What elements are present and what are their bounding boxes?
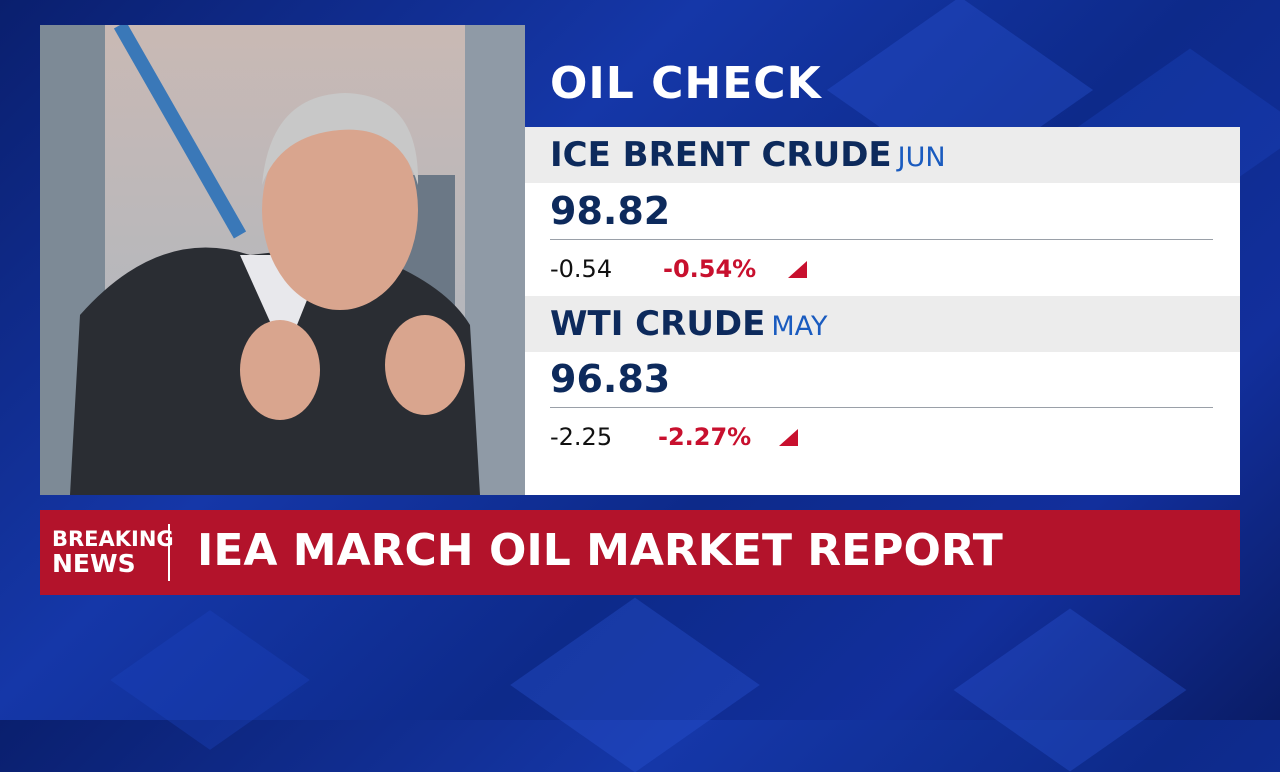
price: 98.82 <box>550 189 671 233</box>
panel-title: OIL CHECK <box>550 58 822 109</box>
contract-month: MAY <box>771 311 828 342</box>
hand <box>240 320 320 420</box>
instrument-header: ICE BRENT CRUDE JUN <box>525 127 1240 183</box>
down-indicator <box>779 429 798 446</box>
separator <box>168 524 170 581</box>
contract-month: JUN <box>897 142 946 173</box>
face <box>262 110 418 310</box>
breaking-label: BREAKING <box>52 527 174 551</box>
instrument-name: WTI CRUDE MAY <box>550 304 828 344</box>
headline: IEA MARCH OIL MARKET REPORT <box>197 525 1003 576</box>
background-cube <box>510 597 760 772</box>
bridge-cable <box>113 25 247 239</box>
change: -2.25 <box>550 423 613 451</box>
down-indicator <box>788 261 807 278</box>
divider <box>550 407 1213 408</box>
instrument-name: ICE BRENT CRUDE JUN <box>550 135 946 175</box>
breaking-news-bar: BREAKING NEWS IEA MARCH OIL MARKET REPOR… <box>40 510 1240 595</box>
instrument-name-text: ICE BRENT CRUDE <box>550 135 892 175</box>
background-cube <box>110 610 310 750</box>
news-label: NEWS <box>52 549 136 578</box>
price: 96.83 <box>550 357 671 401</box>
video-feed <box>40 25 525 495</box>
instrument-name-text: WTI CRUDE <box>550 304 766 344</box>
hand <box>385 315 465 415</box>
change-percent: -0.54% <box>663 255 757 283</box>
divider <box>550 239 1213 240</box>
change: -0.54 <box>550 255 613 283</box>
change-percent: -2.27% <box>658 423 752 451</box>
quote-box: ICE BRENT CRUDE JUN 98.82 -0.54 -0.54% WT… <box>525 127 1240 495</box>
hair <box>262 93 419 185</box>
instrument-header: WTI CRUDE MAY <box>525 296 1240 352</box>
background-cube <box>953 608 1187 772</box>
